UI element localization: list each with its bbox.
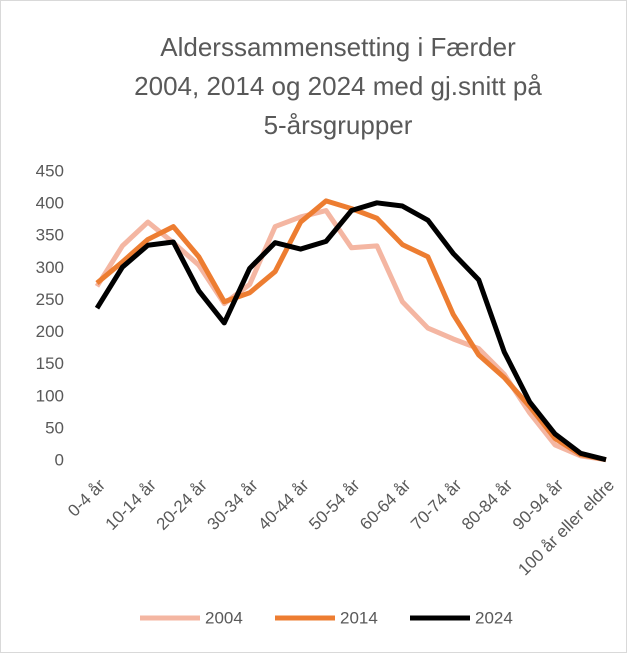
legend-label: 2004 — [205, 608, 243, 627]
chart-title: 2004, 2014 og 2024 med gj.snitt på — [134, 71, 542, 101]
y-tick-label: 150 — [36, 354, 64, 373]
y-tick-label: 350 — [36, 226, 64, 245]
line — [94, 200, 607, 463]
x-tick-label: 0-4 år — [64, 475, 109, 520]
line — [94, 208, 607, 463]
y-tick-label: 450 — [36, 161, 64, 180]
legend-label: 2014 — [340, 608, 378, 627]
x-tick-label: 50-54 år — [305, 475, 363, 533]
chart-title: 5-årsgrupper — [264, 110, 413, 140]
x-tick-label: 20-24 år — [153, 475, 211, 533]
x-tick-label: 10-14 år — [102, 475, 160, 533]
x-tick-label: 30-34 år — [203, 475, 261, 533]
x-tick-label: 40-44 år — [254, 475, 312, 533]
x-tick-label: 80-84 år — [458, 475, 516, 533]
y-tick-label: 0 — [55, 450, 64, 469]
legend-label: 2024 — [475, 608, 513, 627]
y-tick-label: 50 — [45, 418, 64, 437]
y-tick-label: 400 — [36, 194, 64, 213]
y-tick-label: 200 — [36, 322, 64, 341]
x-tick-label: 70-74 år — [407, 475, 465, 533]
y-tick-label: 300 — [36, 258, 64, 277]
x-tick-label: 60-64 år — [356, 475, 414, 533]
y-tick-label: 250 — [36, 290, 64, 309]
x-tick-label: 100 år eller eldre — [514, 476, 618, 580]
y-tick-label: 100 — [36, 386, 64, 405]
chart-title: Alderssammensetting i Færder — [160, 32, 516, 62]
